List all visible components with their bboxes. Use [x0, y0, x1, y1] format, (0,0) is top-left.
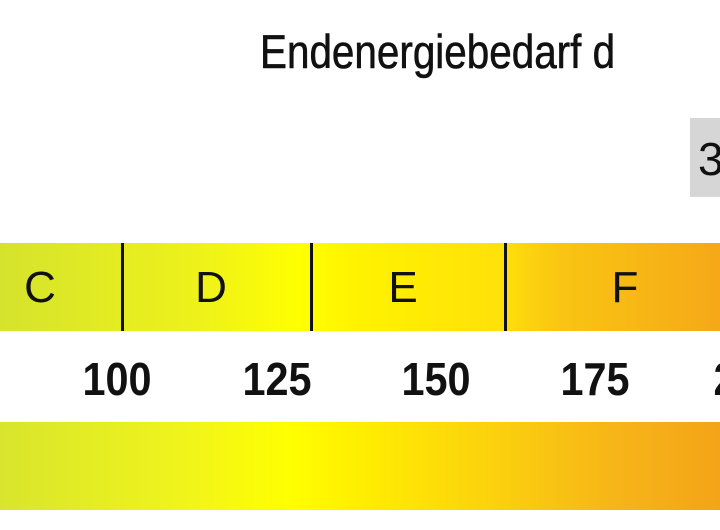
class-label-d: D [195, 263, 227, 312]
value-label: 3 [698, 133, 720, 185]
tick-label: 150 [401, 353, 471, 405]
chart-title: Endenergiebedarf d [260, 25, 616, 79]
tick-label: 2 [713, 352, 720, 406]
efficiency-class-bar: C D E F [0, 243, 720, 331]
tick-label: 125 [242, 353, 312, 405]
class-label-c: C [24, 263, 56, 312]
tick-label: 175 [560, 353, 630, 405]
class-divider [504, 243, 507, 331]
class-label-e: E [388, 263, 418, 312]
class-divider [310, 243, 313, 331]
gradient-scale-bar [0, 422, 720, 510]
tick-label: 100 [82, 353, 152, 405]
class-label-f: F [611, 263, 639, 312]
class-divider [121, 243, 124, 331]
value-marker: 3 [690, 118, 720, 197]
